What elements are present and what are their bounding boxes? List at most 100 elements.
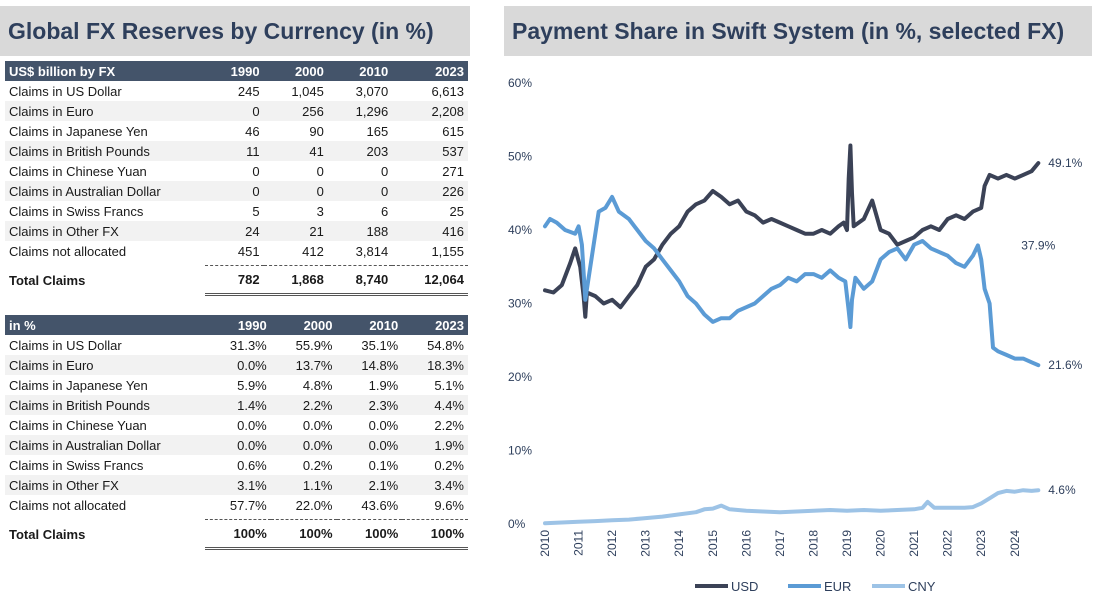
total-cell: 1,868	[263, 265, 328, 296]
table-cell: 0.6%	[237, 457, 267, 473]
row-label: Claims in Australian Dollar	[5, 181, 205, 201]
x-tick-label: 2024	[1008, 530, 1022, 557]
table-cell: 3,814	[355, 243, 389, 259]
table-cell: 0.0%	[205, 355, 271, 375]
table-row: Claims in British Pounds 11 41 203 537	[5, 141, 468, 161]
table-cell: 5	[252, 203, 260, 219]
row-label: Claims in Euro	[5, 101, 205, 121]
series-line-eur	[543, 194, 1041, 368]
table-cell: 31.3%	[229, 337, 267, 353]
end-label-cny: 4.6%	[1048, 483, 1076, 497]
table-cell: 90	[309, 123, 324, 139]
total-row: Total Claims 100% 100% 100% 100%	[5, 519, 468, 550]
table-cell: 256	[263, 101, 328, 121]
row-label: Claims in British Pounds	[5, 141, 205, 161]
table-row: Claims in Swiss Francs 0.6% 0.2% 0.1% 0.2%	[5, 455, 468, 475]
table-cell: 245	[237, 83, 260, 99]
table-cell: 0	[316, 163, 324, 179]
table-body: Claims in US Dollar 31.3% 55.9% 35.1% 54.8% C…	[5, 335, 468, 550]
table-header: 2000	[263, 61, 328, 81]
table-cell: 2.1%	[336, 475, 403, 495]
table-cell: 165	[366, 123, 389, 139]
table-cell: 21	[263, 221, 328, 241]
table-cell: 57.7%	[229, 497, 267, 513]
labels-layer: 49.1% 21.6% 37.9% 4.6%	[1021, 156, 1082, 497]
table-cell: 188	[327, 221, 393, 241]
row-label: Claims in Other FX	[5, 221, 205, 241]
row-label: Claims in Japanese Yen	[9, 377, 148, 393]
table-row: Claims in Chinese Yuan 0 0 0 271	[5, 161, 468, 181]
table-cell: 1.9%	[368, 377, 399, 393]
row-label: Claims in Swiss Francs	[9, 203, 144, 219]
legend-label-eur: EUR	[824, 579, 851, 594]
table-cell: 0	[327, 181, 393, 201]
chart-legend: USD EUR CNY	[695, 579, 936, 594]
table-header: US$ billion by FX	[5, 61, 205, 81]
table-cell: 0	[205, 101, 264, 121]
table-cell: 4.4%	[402, 395, 468, 415]
table-cell: 271	[442, 163, 464, 179]
table-header: 2010	[327, 61, 393, 81]
table-cell: 0	[263, 181, 328, 201]
table-cell: 1,296	[327, 101, 393, 121]
y-tick-label: 20%	[508, 370, 532, 384]
table-cell: 25	[449, 203, 464, 219]
table-cell: 6	[380, 203, 389, 219]
x-axis: 2010 2011 2012 2013 2014 2015 2016 2017 2018 2019…	[538, 530, 1022, 557]
left-panel-title: Global FX Reserves by Currency (in %)	[0, 6, 470, 56]
table-cell: 0.0%	[270, 435, 337, 455]
y-axis: 0% 10% 20% 30% 40% 50% 60%	[508, 76, 532, 531]
table-cell: 14.8%	[336, 355, 403, 375]
fx-reserves-billion-table: US$ billion by FX 1990 2000 2010 2023 Cl…	[5, 61, 468, 296]
mid-label-eur: 37.9%	[1021, 238, 1055, 252]
table-header: 1990	[205, 315, 271, 335]
row-label: Claims in Euro	[5, 355, 205, 375]
table-cell: 54.8%	[427, 337, 464, 353]
table-cell: 2.2%	[270, 395, 337, 415]
row-label: Claims in Other FX	[5, 475, 205, 495]
table-cell: 0.0%	[336, 435, 403, 455]
table-cell: 9.6%	[434, 497, 464, 513]
table-cell: 3,070	[355, 83, 389, 99]
table-cell: 43.6%	[361, 497, 399, 513]
table-cell: 1.9%	[402, 435, 468, 455]
x-tick-label: 2021	[907, 530, 921, 557]
y-tick-label: 40%	[508, 223, 532, 237]
total-cell: 100%	[336, 519, 403, 550]
table-row: Claims in Australian Dollar 0 0 0 226	[5, 181, 468, 201]
x-tick-label: 2019	[840, 530, 854, 557]
table-row: Claims in Japanese Yen 5.9% 4.8% 1.9% 5.1%	[5, 375, 468, 395]
table-cell: 22.0%	[295, 497, 333, 513]
table-body: Claims in US Dollar 245 1,045 3,070 6,613 Cla…	[5, 81, 468, 296]
x-tick-label: 2013	[639, 530, 653, 557]
table-cell: 0.0%	[205, 435, 271, 455]
end-label-usd: 49.1%	[1048, 156, 1082, 170]
x-tick-label: 2012	[605, 530, 619, 557]
table-cell: 6,613	[431, 83, 464, 99]
table-header: in %	[5, 315, 205, 335]
table-cell: 3.4%	[402, 475, 468, 495]
total-label: Total Claims	[9, 526, 86, 542]
legend-label-usd: USD	[731, 579, 758, 594]
total-cell: 100%	[205, 519, 271, 550]
table-cell: 0.1%	[368, 457, 399, 473]
table-row: Claims in US Dollar 245 1,045 3,070 6,613	[5, 81, 468, 101]
table-cell: 203	[327, 141, 393, 161]
row-label: Claims in US Dollar	[9, 83, 122, 99]
total-label: Total Claims	[9, 272, 86, 288]
table-cell: 24	[205, 221, 264, 241]
x-tick-label: 2017	[773, 530, 787, 557]
x-tick-label: 2020	[874, 530, 888, 557]
table-cell: 0.2%	[302, 457, 333, 473]
table-row: Claims in Other FX 24 21 188 416	[5, 221, 468, 241]
x-tick-label: 2010	[538, 530, 552, 557]
table-row: Claims in Japanese Yen 46 90 165 615	[5, 121, 468, 141]
row-label: Claims not allocated	[9, 497, 127, 513]
right-panel-title: Payment Share in Swift System (in %, sel…	[504, 6, 1092, 56]
end-label-eur: 21.6%	[1048, 358, 1082, 372]
table-cell: 2,208	[392, 101, 468, 121]
x-tick-label: 2022	[941, 530, 955, 557]
table-row: Claims in US Dollar 31.3% 55.9% 35.1% 54.8%	[5, 335, 468, 355]
table-row: Claims not allocated 57.7% 22.0% 43.6% 9.6%	[5, 495, 468, 515]
table-cell: 18.3%	[402, 355, 468, 375]
